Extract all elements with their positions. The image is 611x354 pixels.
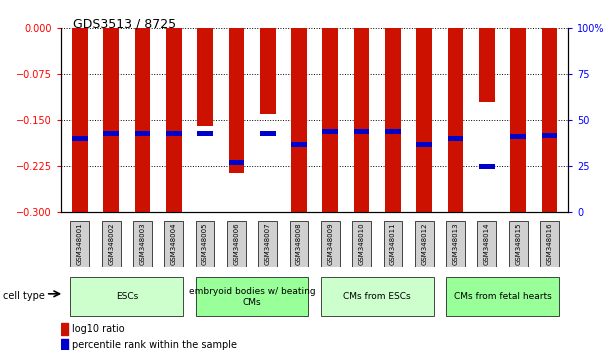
Text: GSM348006: GSM348006 (233, 223, 240, 265)
Bar (541, 28, 557, 212)
FancyBboxPatch shape (70, 277, 183, 316)
Text: GSM348010: GSM348010 (359, 223, 365, 265)
FancyBboxPatch shape (227, 221, 246, 267)
Bar (103, 131, 119, 136)
FancyBboxPatch shape (352, 221, 371, 267)
Text: embryoid bodies w/ beating
CMs: embryoid bodies w/ beating CMs (189, 287, 315, 307)
FancyBboxPatch shape (196, 277, 309, 316)
Bar (417, 28, 432, 212)
Bar (291, 28, 307, 212)
Bar (417, 142, 432, 147)
Bar (448, 136, 463, 141)
FancyBboxPatch shape (509, 221, 527, 267)
Bar (197, 28, 213, 126)
Bar (61, 339, 68, 350)
Text: GSM348015: GSM348015 (515, 223, 521, 265)
FancyBboxPatch shape (321, 277, 434, 316)
FancyBboxPatch shape (384, 221, 402, 267)
Text: GSM348002: GSM348002 (108, 223, 114, 265)
FancyBboxPatch shape (196, 221, 214, 267)
FancyBboxPatch shape (133, 221, 152, 267)
Text: GSM348008: GSM348008 (296, 223, 302, 265)
Bar (229, 28, 244, 172)
Bar (260, 131, 276, 136)
Text: percentile rank within the sample: percentile rank within the sample (72, 340, 237, 350)
Bar (510, 28, 526, 212)
Bar (385, 28, 401, 212)
Bar (166, 131, 181, 136)
Bar (72, 136, 88, 141)
Bar (103, 28, 119, 212)
Text: GSM348009: GSM348009 (327, 223, 334, 265)
FancyBboxPatch shape (477, 221, 496, 267)
FancyBboxPatch shape (415, 221, 434, 267)
Bar (541, 133, 557, 138)
Text: GSM348012: GSM348012 (421, 223, 427, 265)
Text: GSM348004: GSM348004 (171, 223, 177, 265)
Text: CMs from ESCs: CMs from ESCs (343, 292, 411, 302)
Bar (134, 131, 150, 136)
Bar (291, 142, 307, 147)
Bar (323, 28, 338, 212)
Text: GSM348016: GSM348016 (546, 223, 552, 265)
Bar (166, 28, 181, 212)
Text: GSM348001: GSM348001 (77, 223, 83, 265)
FancyBboxPatch shape (321, 221, 340, 267)
Bar (479, 28, 495, 102)
Text: cell type: cell type (3, 291, 45, 301)
Bar (134, 28, 150, 212)
Bar (354, 129, 370, 134)
FancyBboxPatch shape (164, 221, 183, 267)
FancyBboxPatch shape (290, 221, 309, 267)
Text: GDS3513 / 8725: GDS3513 / 8725 (73, 18, 177, 31)
FancyBboxPatch shape (258, 221, 277, 267)
Bar (260, 28, 276, 114)
Text: log10 ratio: log10 ratio (72, 324, 125, 334)
Bar (61, 324, 68, 335)
FancyBboxPatch shape (70, 221, 89, 267)
FancyBboxPatch shape (102, 221, 120, 267)
Bar (479, 164, 495, 169)
Bar (229, 160, 244, 165)
Text: CMs from fetal hearts: CMs from fetal hearts (453, 292, 551, 302)
Text: GSM348011: GSM348011 (390, 223, 396, 265)
FancyBboxPatch shape (446, 277, 559, 316)
Text: GSM348003: GSM348003 (139, 223, 145, 265)
FancyBboxPatch shape (446, 221, 465, 267)
Text: GSM348007: GSM348007 (265, 223, 271, 265)
Text: GSM348014: GSM348014 (484, 223, 490, 265)
Text: ESCs: ESCs (115, 292, 138, 302)
Bar (448, 28, 463, 212)
Bar (323, 129, 338, 134)
Bar (510, 135, 526, 139)
FancyBboxPatch shape (540, 221, 559, 267)
Bar (354, 28, 370, 212)
Bar (197, 131, 213, 136)
Bar (385, 129, 401, 134)
Text: GSM348005: GSM348005 (202, 223, 208, 265)
Text: GSM348013: GSM348013 (453, 223, 458, 265)
Bar (72, 28, 88, 212)
